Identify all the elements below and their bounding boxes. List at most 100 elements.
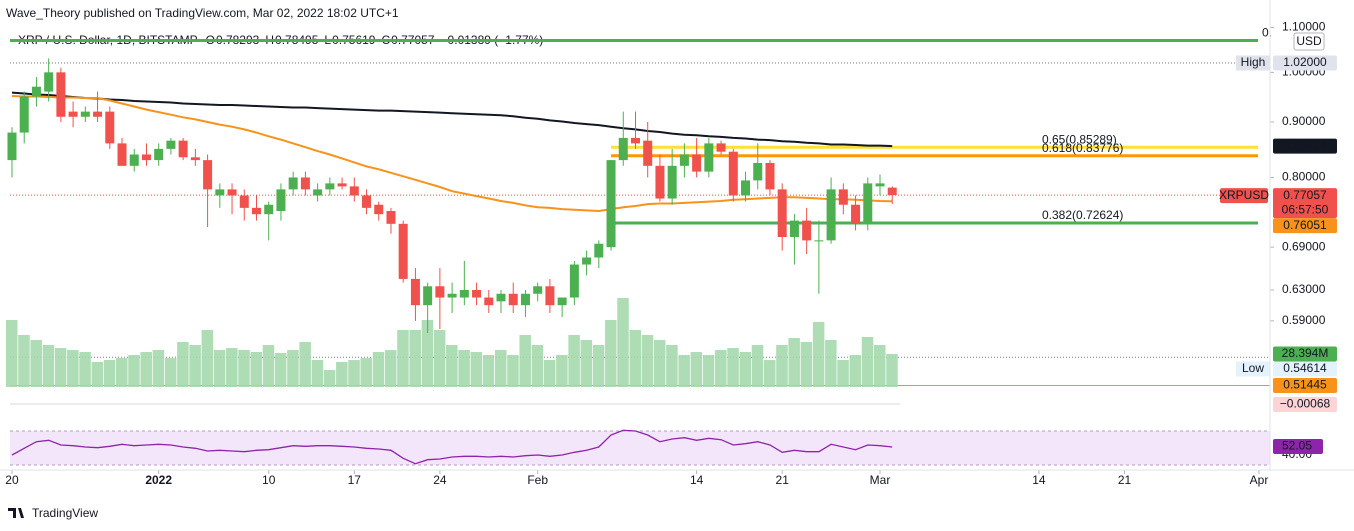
- price-tag-label: 0.76051: [1283, 218, 1327, 232]
- candle-body: [56, 72, 66, 117]
- volume-bar: [666, 345, 678, 387]
- candle-body: [300, 177, 310, 190]
- moving-average: [11, 91, 893, 148]
- x-tick-label: Feb: [527, 473, 548, 487]
- x-tick-label: 10: [262, 473, 276, 487]
- candle-body: [838, 189, 848, 205]
- volume-bar: [788, 338, 800, 387]
- candle-body: [728, 151, 738, 196]
- price-tag: [1273, 346, 1337, 362]
- volume-bar: [250, 351, 262, 387]
- candle-body: [863, 183, 873, 224]
- price-tag-label: 0.77057: [1283, 188, 1327, 202]
- candle-body: [496, 293, 506, 302]
- volume-bar: [605, 320, 617, 387]
- fib-label: 0.65(0.85289): [1042, 132, 1117, 146]
- volume-bar: [213, 350, 226, 387]
- candle-body: [606, 160, 616, 248]
- volume-bar: [54, 348, 67, 387]
- volume-bar: [653, 340, 666, 387]
- volume-bar: [372, 351, 385, 387]
- rsi-tag: [1273, 438, 1323, 454]
- candle-body: [851, 204, 861, 224]
- candle-body: [349, 186, 359, 196]
- y-tick-label: 1.10000: [1282, 20, 1326, 34]
- volume-bar: [678, 355, 690, 387]
- symbol-tag: [1220, 188, 1268, 204]
- rsi-band: [10, 431, 1270, 465]
- price-tag: [1273, 138, 1337, 154]
- countdown: 06:57:50: [1282, 202, 1329, 216]
- volume-bar: [739, 351, 752, 387]
- volume-bar: [91, 361, 104, 387]
- symbol-label: XRPUSD: [1219, 188, 1269, 202]
- volume-bar: [751, 345, 764, 387]
- candle-body: [508, 293, 518, 306]
- candle-body: [68, 111, 78, 117]
- candle-body: [716, 143, 726, 152]
- candle-body: [80, 111, 90, 117]
- candle-body: [741, 180, 751, 196]
- volume-bar: [116, 358, 128, 387]
- volume-bar: [336, 361, 348, 387]
- volume-bar: [874, 345, 886, 387]
- candle-body: [7, 132, 17, 161]
- x-tick-label: 14: [690, 473, 704, 487]
- volume-bar: [103, 360, 116, 387]
- volume-bar: [128, 355, 140, 387]
- y-tick-label: 0.69000: [1282, 239, 1326, 253]
- volume-bar: [702, 355, 715, 387]
- x-tick-label: 20: [5, 473, 19, 487]
- price-tag: [1273, 55, 1337, 71]
- volume-bar: [201, 330, 214, 387]
- price-tag-label: 0.51445: [1283, 378, 1327, 392]
- volume-bar: [825, 340, 837, 387]
- volume-bar: [580, 340, 593, 387]
- candle-body: [203, 160, 213, 190]
- volume-bar: [409, 330, 421, 387]
- publish-line: Wave_Theory published on TradingView.com…: [6, 6, 399, 20]
- currency: USD: [1296, 34, 1322, 48]
- candle-body: [826, 189, 836, 241]
- candle-body: [545, 286, 555, 306]
- candle-body: [630, 137, 640, 144]
- candle-body: [679, 154, 689, 166]
- volume-bar: [262, 345, 275, 387]
- footer: TradingView: [32, 506, 98, 520]
- candle-body: [569, 264, 579, 298]
- x-tick-label: 21: [776, 473, 790, 487]
- candle-body: [423, 286, 433, 306]
- x-tick-label: Apr: [1250, 473, 1269, 487]
- macd-tag-label: −0.00068: [1280, 397, 1331, 411]
- volume-bar: [495, 350, 507, 387]
- x-tick-label: 24: [433, 473, 447, 487]
- candle-body: [484, 297, 494, 306]
- candle-body: [154, 148, 164, 161]
- candle-body: [215, 189, 225, 196]
- candle-body: [31, 86, 41, 97]
- candle-body: [533, 286, 543, 294]
- volume-bar: [79, 351, 91, 387]
- candle-body: [264, 204, 274, 215]
- candle-body: [765, 162, 775, 190]
- candle-body: [887, 187, 897, 196]
- volume-bar: [592, 345, 605, 387]
- y-tick-label: 0.59000: [1282, 313, 1326, 327]
- candle-body: [117, 143, 127, 166]
- candle-body: [814, 240, 824, 242]
- currency-box[interactable]: [1293, 32, 1325, 51]
- x-tick-label: 21: [1118, 473, 1132, 487]
- volume-bar: [67, 350, 79, 387]
- candle-body: [93, 111, 103, 117]
- candle-body: [374, 204, 384, 215]
- volume-bar: [482, 355, 495, 387]
- volume-bar: [323, 370, 336, 387]
- logo: [8, 508, 24, 518]
- volume-bar: [812, 321, 825, 387]
- volume-bar: [274, 353, 287, 387]
- volume-bar: [556, 355, 568, 387]
- candle-body: [472, 289, 482, 298]
- volume-bar: [226, 348, 238, 387]
- volume-bar: [311, 360, 324, 387]
- volume-bar: [861, 336, 874, 387]
